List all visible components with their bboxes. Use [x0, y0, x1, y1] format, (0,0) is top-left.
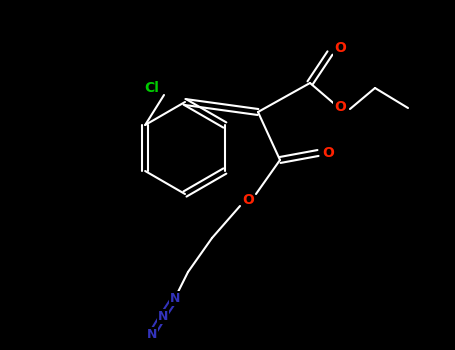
Text: N: N	[170, 292, 180, 304]
Text: O: O	[334, 41, 346, 55]
Text: O: O	[242, 193, 254, 207]
Text: O: O	[334, 100, 346, 114]
Text: Cl: Cl	[145, 81, 159, 95]
Text: O: O	[322, 146, 334, 160]
Text: N: N	[158, 309, 168, 322]
Text: N: N	[147, 328, 157, 341]
